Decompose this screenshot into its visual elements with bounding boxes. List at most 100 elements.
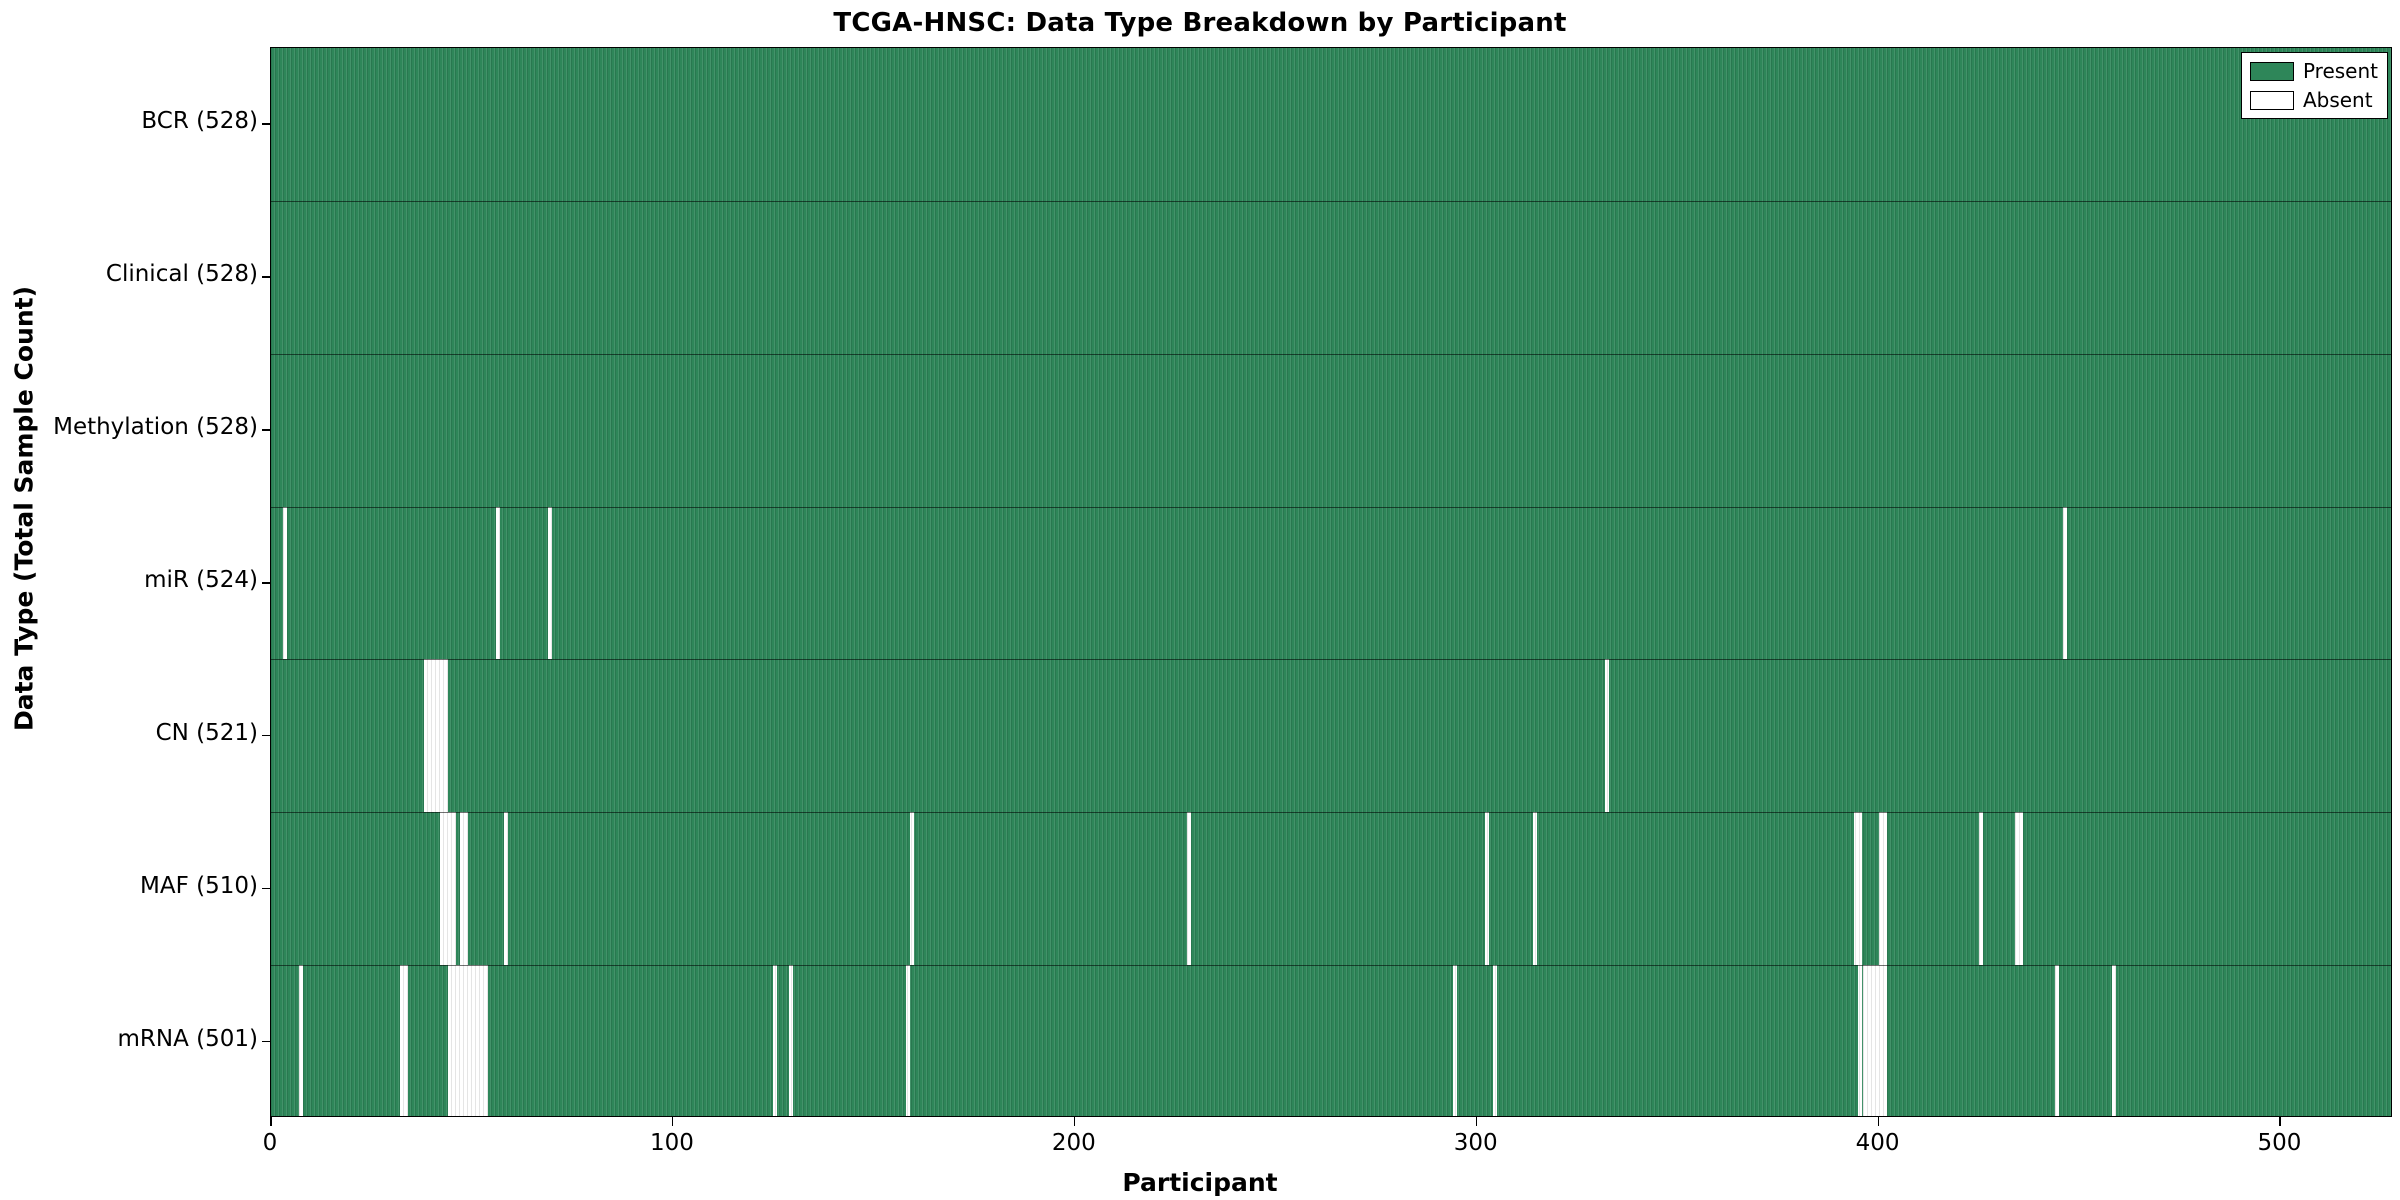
heatmap-cell-absent — [1882, 812, 1887, 966]
heatmap-cell-absent — [1532, 812, 1537, 966]
heatmap-row-present-band — [271, 353, 2391, 507]
heatmap-cell-absent — [299, 965, 304, 1116]
y-axis-label: Data Type (Total Sample Count) — [9, 285, 39, 732]
heatmap-cells — [271, 48, 2391, 1116]
legend-label-present: Present — [2302, 59, 2378, 83]
heatmap-row-present-band — [271, 812, 2391, 966]
heatmap-row-present-band — [271, 200, 2391, 354]
heatmap-cell-absent — [548, 506, 553, 660]
heatmap-cell-absent — [1866, 965, 1871, 1116]
heatmap-cell-absent — [431, 659, 436, 813]
x-tick-mark — [2279, 1117, 2282, 1126]
heatmap-cell-absent — [459, 965, 464, 1116]
heatmap-cell-absent — [2015, 812, 2020, 966]
y-tick-label: Methylation (528) — [53, 414, 258, 441]
y-tick-label: Clinical (528) — [105, 261, 258, 288]
heatmap-cell-absent — [1862, 965, 1867, 1116]
heatmap-cell-absent — [1878, 812, 1883, 966]
x-tick-label: 300 — [1453, 1130, 1498, 1156]
heatmap-row-separator — [271, 200, 2391, 202]
heatmap-row-present-band — [271, 506, 2391, 660]
heatmap-cell-absent — [1858, 965, 1863, 1116]
heatmap-row-separator — [271, 812, 2391, 814]
x-tick-mark — [270, 1117, 272, 1126]
heatmap-cell-absent — [455, 965, 460, 1116]
x-tick-mark — [1475, 1117, 1478, 1126]
heatmap-cell-absent — [475, 965, 480, 1116]
heatmap-cell-absent — [479, 965, 484, 1116]
heatmap-cell-absent — [435, 659, 440, 813]
heatmap-cell-absent — [443, 812, 448, 966]
legend-label-absent: Absent — [2302, 88, 2373, 112]
heatmap-cell-absent — [463, 812, 468, 966]
y-tick-label: miR (524) — [144, 567, 258, 593]
y-tick-label: mRNA (501) — [117, 1025, 258, 1052]
heatmap-cell-absent — [471, 965, 476, 1116]
heatmap-cell-absent — [1882, 965, 1887, 1116]
heatmap-cell-absent — [1484, 812, 1489, 966]
heatmap-cell-absent — [399, 965, 404, 1116]
heatmap-cell-absent — [283, 506, 288, 660]
y-tick-mark — [262, 1040, 271, 1043]
heatmap-cell-absent — [447, 812, 452, 966]
y-tick-mark — [262, 123, 271, 126]
heatmap-cell-absent — [789, 965, 794, 1116]
heatmap-row-separator — [271, 965, 2391, 967]
heatmap-cell-absent — [905, 965, 910, 1116]
heatmap-cell-absent — [2111, 965, 2116, 1116]
chart-legend: Present Absent — [2240, 52, 2388, 119]
heatmap-cell-absent — [1492, 965, 1497, 1116]
x-tick-mark — [1877, 1117, 1880, 1126]
x-tick-label: 400 — [1855, 1130, 1900, 1156]
heatmap-row-separator — [271, 506, 2391, 508]
y-tick-mark — [262, 734, 271, 737]
heatmap-cell-absent — [459, 812, 464, 966]
heatmap-row — [271, 48, 2391, 201]
x-tick-label: 100 — [649, 1130, 694, 1156]
y-tick-mark — [262, 276, 271, 278]
x-axis-label: Participant — [1122, 1168, 1278, 1197]
heatmap-cell-absent — [467, 965, 472, 1116]
heatmap-cell-absent — [439, 812, 444, 966]
y-tick-mark — [262, 887, 271, 890]
heatmap-cell-absent — [2055, 965, 2060, 1116]
y-tick-label: BCR (528) — [141, 108, 258, 135]
heatmap-row — [271, 965, 2391, 1116]
heatmap-cell-absent — [1187, 812, 1192, 966]
y-tick-mark — [262, 582, 271, 584]
x-tick-label: 200 — [1051, 1130, 1096, 1156]
heatmap-cell-absent — [439, 659, 444, 813]
heatmap-cell-absent — [443, 659, 448, 813]
heatmap-row-present-band — [271, 48, 2391, 201]
heatmap-row-present-band — [271, 659, 2391, 813]
heatmap-cell-absent — [910, 812, 915, 966]
heatmap-row — [271, 200, 2391, 354]
heatmap-cell-absent — [1452, 965, 1457, 1116]
heatmap-row — [271, 353, 2391, 507]
heatmap-row-separator — [271, 353, 2391, 355]
heatmap-cell-absent — [403, 965, 408, 1116]
chart-title: TCGA-HNSC: Data Type Breakdown by Partic… — [833, 8, 1567, 38]
heatmap-cell-absent — [504, 812, 509, 966]
x-tick-label: 500 — [2257, 1130, 2302, 1156]
x-tick-label: 0 — [262, 1130, 278, 1156]
heatmap-plot-area — [270, 47, 2392, 1117]
heatmap-cell-absent — [496, 506, 501, 660]
heatmap-cell-absent — [1874, 965, 1879, 1116]
heatmap-cell-absent — [427, 659, 432, 813]
legend-swatch-present — [2249, 61, 2294, 81]
y-tick-label: MAF (510) — [140, 872, 258, 899]
heatmap-cell-absent — [1878, 965, 1883, 1116]
heatmap-row — [271, 506, 2391, 660]
heatmap-cell-absent — [423, 659, 428, 813]
heatmap-cell-absent — [451, 965, 456, 1116]
heatmap-cell-absent — [1605, 659, 1610, 813]
heatmap-row-present-band — [271, 965, 2391, 1116]
heatmap-cell-absent — [484, 965, 489, 1116]
x-tick-mark — [671, 1117, 674, 1126]
x-tick-mark — [1073, 1117, 1076, 1126]
heatmap-cell-absent — [1979, 812, 1984, 966]
heatmap-row-separator — [271, 659, 2391, 661]
y-tick-label: CN (521) — [155, 719, 258, 746]
